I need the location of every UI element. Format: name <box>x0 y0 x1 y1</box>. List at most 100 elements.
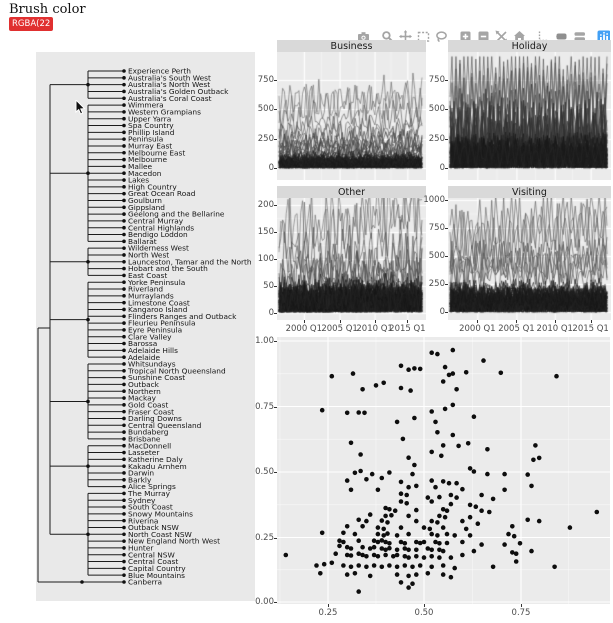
scatter-point <box>414 554 419 559</box>
scatter-point <box>356 410 361 415</box>
scatter-point <box>360 552 365 558</box>
scatter-point <box>404 501 409 506</box>
region-label: Outback <box>128 380 160 389</box>
facet-plot-other[interactable] <box>277 198 426 320</box>
facet-plot-business[interactable] <box>277 52 426 180</box>
dendrogram-panel[interactable]: Experience Perth Australia's South West Au… <box>36 52 255 601</box>
scatter-point <box>414 572 419 577</box>
scatter-plot[interactable] <box>277 337 610 604</box>
region-label: Australia's Golden Outback <box>128 87 229 96</box>
scatter-point <box>533 443 538 448</box>
scatter-point <box>319 530 325 536</box>
scatter-point <box>381 526 386 532</box>
scatter-point <box>433 484 438 490</box>
region-label: Murray East <box>128 142 172 151</box>
scatter-point <box>406 484 411 490</box>
scatter-point <box>444 531 450 537</box>
scatter-point <box>367 546 373 551</box>
region-label: Lasseter <box>128 448 160 457</box>
y-tick-label: 500 <box>428 251 445 261</box>
scatter-point <box>471 469 477 474</box>
region-label: High Country <box>128 182 177 191</box>
scatter-point <box>402 554 408 559</box>
region-label: Murraylands <box>128 291 174 300</box>
scatter-point <box>437 547 442 553</box>
y-tick-label: 100 <box>257 254 274 264</box>
reset-axes-icon[interactable] <box>512 30 527 44</box>
region-label: Kangaroo Island <box>128 305 188 314</box>
scatter-point <box>529 483 534 489</box>
scatter-point <box>394 419 400 425</box>
scatter-point <box>364 477 369 482</box>
x-tick-label: 2000 Q1 <box>459 324 496 334</box>
zoom-in-icon[interactable] <box>458 30 473 44</box>
scatter-point <box>437 541 442 546</box>
facet-plot-holiday[interactable] <box>448 52 611 180</box>
scatter-point <box>356 538 361 543</box>
region-label: Alice Springs <box>128 482 176 491</box>
scatter-y-tick-label: 1.00 <box>255 336 274 346</box>
facet-plot-visiting[interactable] <box>448 198 611 320</box>
scatter-point <box>344 544 350 550</box>
plotly-logo[interactable] <box>596 30 611 44</box>
scatter-point <box>440 379 446 384</box>
scatter-point <box>364 564 369 570</box>
scatter-point <box>375 539 381 545</box>
zoom-out-icon[interactable] <box>476 30 491 44</box>
scatter-point <box>450 347 456 353</box>
scatter-point <box>387 541 392 546</box>
scatter-point <box>367 512 373 517</box>
scatter-point <box>410 564 415 570</box>
y-tick-label: 750 <box>428 223 445 233</box>
scatter-point <box>341 563 346 568</box>
scatter-point <box>350 371 356 376</box>
region-label: Capital Country <box>128 564 186 573</box>
facet-strip-holiday: Holiday <box>448 40 611 52</box>
scatter-point <box>379 518 385 523</box>
scatter-point <box>412 366 417 371</box>
region-label: Fraser Coast <box>128 407 174 416</box>
lasso-select-icon[interactable] <box>434 30 449 44</box>
scatter-point <box>421 539 427 545</box>
scatter-point <box>513 551 519 556</box>
scatter-point <box>406 531 411 537</box>
region-label: Central Murray <box>128 216 184 225</box>
scatter-point <box>460 539 465 545</box>
region-label: North West <box>128 251 169 260</box>
scatter-point <box>383 505 388 511</box>
scatter-point <box>371 544 377 550</box>
scatter-point <box>318 571 323 576</box>
x-tick-label: 2015 Q1 <box>389 324 426 334</box>
scatter-point <box>471 548 477 554</box>
region-label: Hobart and the South <box>128 264 208 273</box>
scatter-point <box>487 509 492 515</box>
y-tick-label: 0 <box>439 307 445 317</box>
y-tick-label: 0 <box>439 163 445 173</box>
x-tick-label: 2005 Q1 <box>321 324 358 334</box>
region-label: Melbourne <box>128 155 167 164</box>
scatter-point <box>425 495 431 500</box>
scatter-point <box>391 554 396 559</box>
scatter-point <box>567 525 573 530</box>
brush-color-badge: RGBA(22 <box>9 17 54 31</box>
scatter-x-tick-label: 0.50 <box>414 608 434 618</box>
scatter-point <box>358 468 363 474</box>
scatter-point <box>314 563 319 568</box>
camera-icon[interactable] <box>356 30 371 44</box>
y-tick-label: 150 <box>257 227 274 237</box>
facet-strip-other: Other <box>277 186 426 198</box>
hover-compare-icon[interactable] <box>572 30 587 44</box>
scatter-point <box>452 565 457 571</box>
scatter-point <box>479 492 484 498</box>
region-label: Riverina <box>128 516 158 525</box>
scatter-point <box>394 547 400 553</box>
scatter-y-tick-label: 0.00 <box>255 597 274 607</box>
y-tick-label: 250 <box>257 134 274 144</box>
scatter-point <box>440 525 446 530</box>
scatter-point <box>406 573 411 579</box>
hover-closest-icon[interactable] <box>554 30 569 44</box>
y-tick-label: 0 <box>268 163 274 173</box>
scatter-point <box>414 507 419 513</box>
scatter-point <box>414 518 419 524</box>
